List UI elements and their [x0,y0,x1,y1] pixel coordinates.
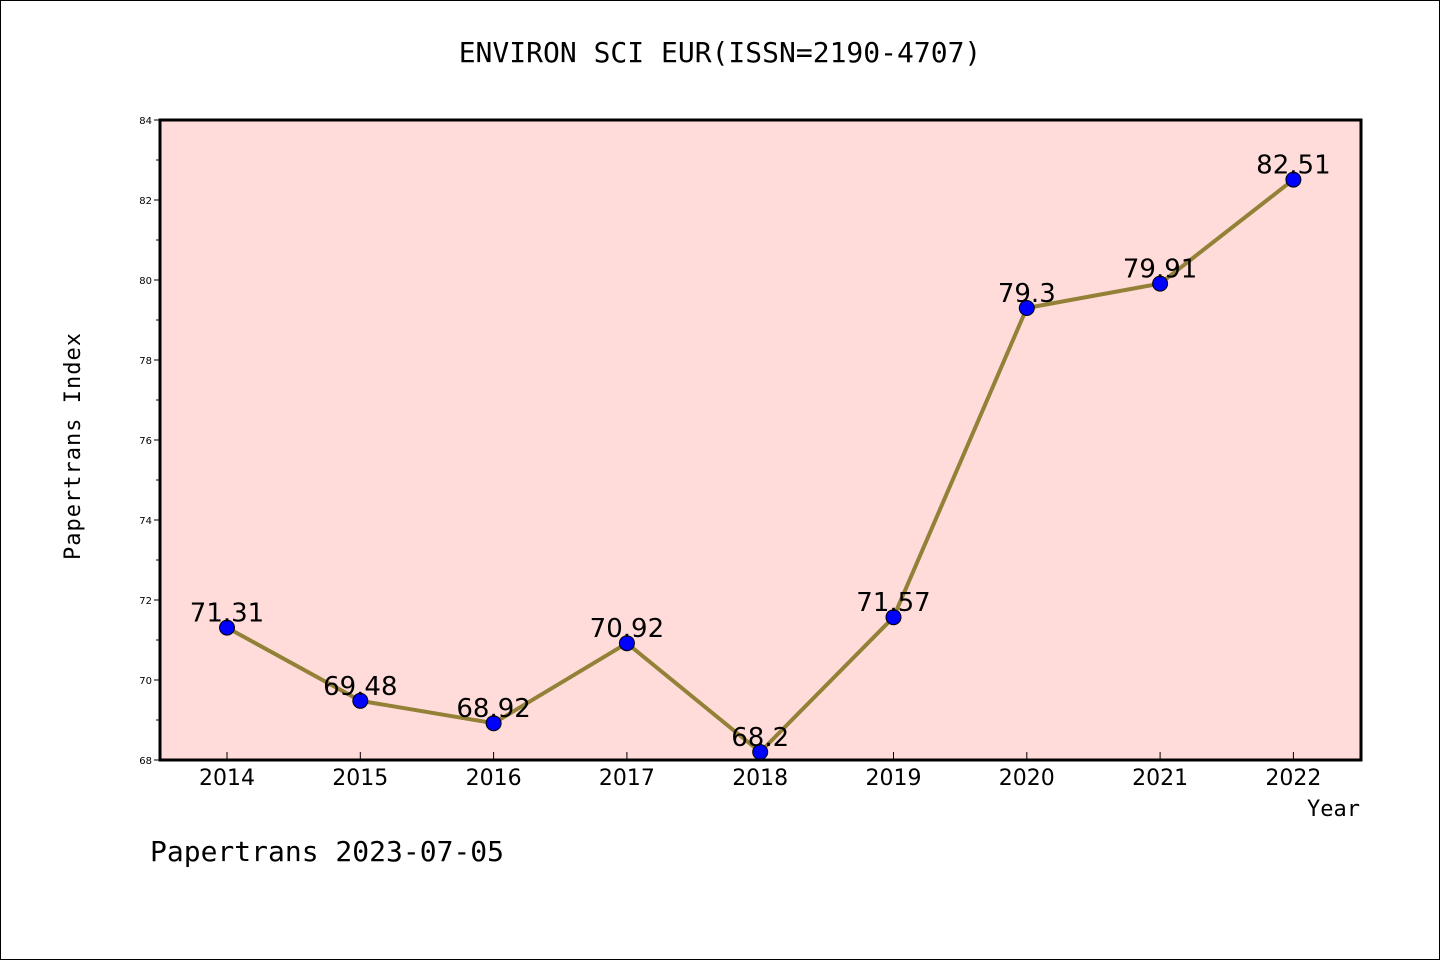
data-label: 71.57 [856,588,930,618]
data-label: 71.31 [190,599,264,629]
y-tick-label: 84 [139,116,152,127]
y-tick-label: 78 [139,356,152,367]
x-tick-label: 2016 [466,766,522,791]
y-tick-label: 70 [139,676,152,687]
chart-title: ENVIRON SCI EUR(ISSN=2190-4707) [458,36,982,69]
footer-date: Papertrans 2023-07-05 [150,835,505,868]
plot-border [158,118,1363,762]
x-tick-label: 2022 [1265,766,1321,791]
x-tick-label: 2018 [732,766,788,791]
y-tick-label: 68 [139,756,152,767]
x-tick-label: 2017 [599,766,655,791]
x-tick-label: 2019 [866,766,922,791]
data-point [352,692,369,709]
marker-layer [219,171,1302,760]
data-label: 68.2 [731,723,789,753]
data-label: 68.92 [456,694,530,724]
x-tick-label: 2015 [332,766,388,791]
x-tick-label: 2014 [199,766,255,791]
data-point [885,609,902,626]
data-point [485,715,502,732]
data-point [1018,300,1035,316]
x-tick-label: 2020 [999,766,1055,791]
data-label: 79.91 [1123,255,1197,285]
data-point [1152,275,1169,292]
data-label-layer: 71.31 69.48 68.92 70.92 68.2 71.57 79.3 79.91 82… [190,151,1331,753]
data-label: 79.3 [998,279,1056,309]
data-label: 69.48 [323,672,397,702]
y-tick-label: 72 [139,596,152,607]
y-tick-label: 76 [139,436,152,447]
data-label: 70.92 [590,614,664,644]
y-tick-label: 82 [139,196,152,207]
x-axis-label: Year [1307,797,1360,822]
y-tick-label: 80 [139,276,152,287]
data-point [618,635,635,652]
data-point [1285,171,1302,188]
plot-area [160,120,1361,760]
x-tick-label: 2021 [1132,766,1188,791]
data-label: 82.51 [1256,151,1330,181]
data-point [219,619,235,636]
y-tick-label: 74 [139,516,152,527]
